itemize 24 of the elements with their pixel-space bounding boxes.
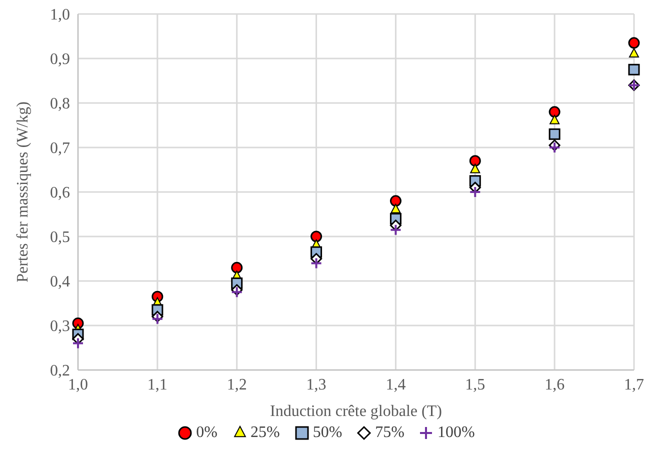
y-tick-label: 0,2 (50, 362, 70, 380)
y-tick-label: 0,7 (50, 140, 70, 158)
y-tick-label: 1,0 (50, 6, 70, 24)
y-tick-label: 0,5 (50, 229, 70, 246)
legend-label: 0% (195, 424, 218, 442)
legend-label: 75% (374, 424, 404, 442)
x-axis-title: Induction crête globale (T) (270, 403, 442, 420)
y-axis-title: Pertes fer massiques (W/kg) (14, 102, 32, 282)
legend-label: 100% (436, 424, 475, 442)
x-tick-label: 1,7 (624, 376, 644, 394)
x-tick-label: 1,5 (465, 376, 486, 394)
x-tick-label: 1,1 (147, 376, 168, 394)
y-tick-label: 0,9 (50, 51, 70, 68)
x-tick-label: 1,4 (386, 376, 406, 394)
x-tick-label: 1,3 (306, 376, 326, 394)
x-tick-label: 1,2 (226, 376, 247, 394)
legend-label: 50% (312, 424, 342, 442)
x-tick-label: 1,6 (544, 376, 565, 394)
legend-label: 25% (250, 424, 280, 442)
y-tick-label: 0,6 (50, 184, 70, 202)
y-tick-label: 0,3 (50, 318, 70, 336)
x-tick-label: 1,0 (68, 376, 88, 394)
y-tick-label: 0,8 (50, 96, 70, 113)
y-tick-label: 0,4 (50, 274, 70, 291)
